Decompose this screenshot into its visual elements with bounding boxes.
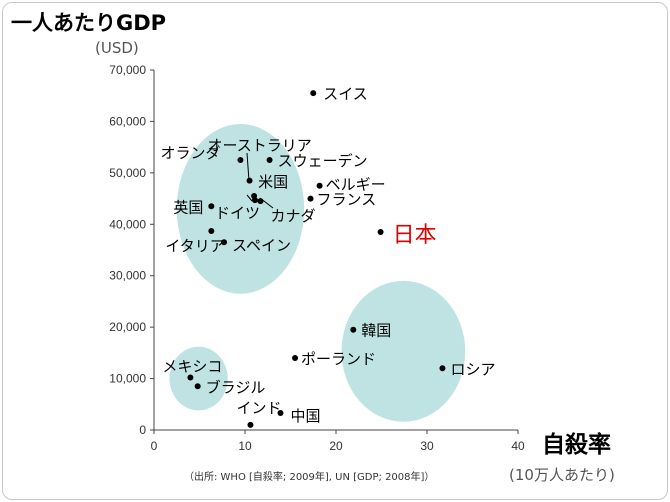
data-label: スウェーデン: [278, 152, 368, 170]
point-layer: [187, 90, 446, 428]
data-label: インド: [236, 399, 281, 417]
tick-layer: 0 10,000 20,000 30,000 40,000 50,000 60,000 70,…: [109, 63, 525, 453]
data-label-highlight: 日本: [393, 223, 437, 248]
cluster-layer: [169, 124, 466, 422]
y-tick-label: 40,000: [109, 217, 146, 231]
data-label: ロシア: [450, 360, 495, 378]
data-point: [208, 203, 215, 210]
cluster-ellipse-3: [169, 346, 228, 411]
data-point: [277, 410, 284, 417]
data-label: ベルギー: [326, 176, 386, 194]
data-label: 中国: [290, 407, 320, 425]
data-label: 英国: [173, 198, 203, 216]
x-tick-label: 30: [420, 439, 434, 453]
data-point: [377, 229, 384, 235]
scatter-chart: 0 10,000 20,000 30,000 40,000 50,000 60,000 70,…: [11, 11, 615, 484]
data-point: [237, 157, 244, 163]
data-label: 米国: [258, 173, 288, 191]
y-tick-label: 70,000: [109, 63, 146, 77]
y-tick-label: 0: [139, 423, 146, 437]
data-point: [316, 182, 323, 189]
x-tick-label: 40: [511, 439, 525, 453]
data-point: [307, 195, 314, 202]
data-point: [221, 239, 228, 246]
data-point: [292, 355, 299, 361]
data-label: オランダ: [160, 144, 220, 162]
data-point: [246, 177, 253, 184]
data-label: カナダ: [270, 207, 315, 225]
cluster-ellipse-1: [176, 124, 305, 294]
data-point: [194, 383, 201, 390]
y-tick-label: 50,000: [109, 166, 146, 180]
chart-title: 一人あたりGDP: [11, 11, 166, 35]
data-label: スペイン: [232, 236, 291, 254]
data-point: [252, 197, 259, 204]
data-label: スイス: [323, 85, 368, 103]
data-point: [187, 374, 194, 381]
y-tick-label: 10,000: [109, 372, 146, 386]
callout-line-australia: [246, 152, 250, 182]
data-label: フランス: [317, 191, 377, 209]
x-axis-unit: (10万人あたり): [509, 466, 615, 484]
callout-line-germany: [246, 194, 253, 202]
cluster-ellipse-2: [341, 280, 466, 422]
callout-layer: [246, 152, 274, 209]
data-label: ポーランド: [301, 350, 376, 368]
y-axis-unit: (USD): [95, 39, 139, 57]
data-label: オーストラリア: [208, 137, 312, 155]
data-label: メキシコ: [162, 358, 222, 376]
x-tick-label: 0: [151, 439, 158, 453]
source-note: （出所: WHO [自殺率; 2009年], UN [GDP; 2008年]）: [184, 470, 434, 483]
y-tick-label: 30,000: [109, 269, 146, 283]
data-point: [310, 90, 317, 97]
x-tick-label: 10: [238, 439, 252, 453]
data-label: ブラジル: [206, 378, 266, 396]
callout-line-canada: [259, 197, 274, 209]
data-point: [247, 421, 254, 428]
data-label: ドイツ: [215, 204, 260, 222]
data-label: 韓国: [361, 322, 391, 340]
data-label: イタリア: [165, 237, 224, 255]
data-point: [266, 157, 273, 163]
y-tick-label: 60,000: [109, 114, 146, 128]
x-axis-label: 自殺率: [542, 431, 611, 458]
data-point: [208, 227, 215, 234]
x-tick-label: 20: [329, 439, 343, 453]
data-point: [350, 326, 357, 333]
data-point: [439, 365, 446, 372]
y-tick-label: 20,000: [109, 320, 146, 334]
